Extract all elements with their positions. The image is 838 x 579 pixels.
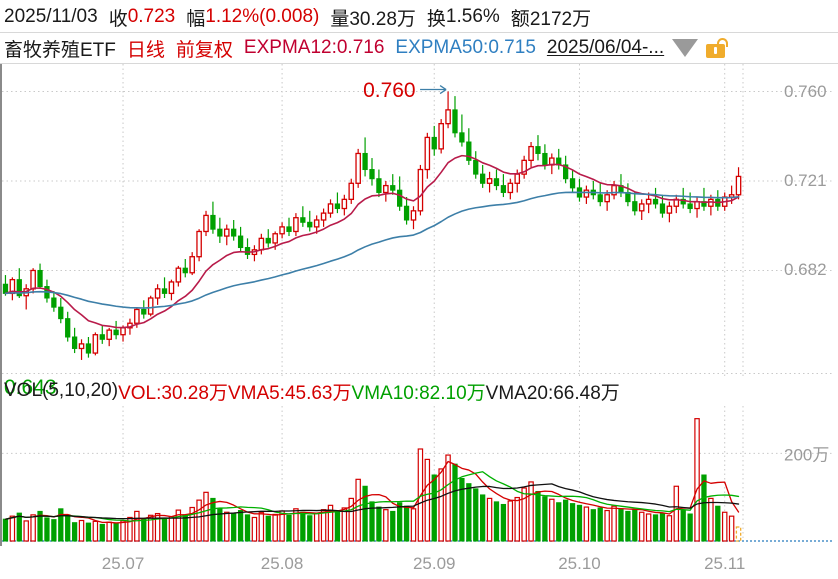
x-axis-tick: 25.09 xyxy=(412,554,456,573)
change-label: 幅 xyxy=(186,8,206,30)
left-axis-rail xyxy=(0,64,2,546)
high-annotation-label: 0.760 xyxy=(363,78,416,102)
amount-value: 2172万 xyxy=(529,8,592,30)
vma20-value: VMA20:66.48万 xyxy=(485,382,620,404)
close-value: 0.723 xyxy=(127,6,176,27)
volume-bars-svg xyxy=(2,406,832,542)
quote-date: 2025/11/03 xyxy=(4,6,98,27)
volume-label: 量 xyxy=(330,8,350,30)
amount-label: 额 xyxy=(510,8,530,30)
instrument-info-row: 畜牧养殖ETF 日线 前复权 EXPMA12:0.716 EXPMA50:0.7… xyxy=(0,33,838,63)
volume-value: 30.28万 xyxy=(349,8,416,30)
turnover-label: 换 xyxy=(426,8,446,30)
x-axis-tick: 25.07 xyxy=(101,554,145,573)
header-divider-1 xyxy=(0,32,838,33)
price-axis-tick: 0.760 xyxy=(784,81,827,101)
x-axis: 25.07 25.08 25.09 25.10 25.11 xyxy=(0,546,838,579)
symbol-name: 畜牧养殖ETF xyxy=(4,39,116,61)
date-range-selector[interactable]: 2025/06/04-... xyxy=(546,37,665,58)
close-label: 收 xyxy=(108,8,128,30)
change-value: 1.12%(0.008) xyxy=(205,6,320,27)
low-annotation-label: 0.643 xyxy=(4,375,57,399)
expma12-readout: EXPMA12:0.716 xyxy=(243,37,385,58)
volume-axis-tick: 200万 xyxy=(784,445,830,465)
vma10-value: VMA10:82.10万 xyxy=(351,382,486,404)
adjust-selector[interactable]: 前复权 xyxy=(175,39,233,61)
volume-indicator-header: VOL(5,10,20) VOL:30.28万 VMA5:45.63万 VMA1… xyxy=(0,378,838,404)
x-axis-tick: 25.11 xyxy=(704,554,746,573)
price-chart-pane[interactable] xyxy=(0,64,838,376)
vol-title[interactable]: VOL(5,10,20) xyxy=(4,380,119,401)
vol-value: VOL:30.28万 xyxy=(118,382,228,404)
chevron-down-icon[interactable] xyxy=(672,38,699,57)
unlocked-padlock-icon[interactable] xyxy=(706,37,729,58)
x-axis-tick: 25.08 xyxy=(260,554,304,573)
header-divider-2 xyxy=(0,63,838,64)
price-axis-tick: 0.721 xyxy=(784,171,827,190)
period-selector[interactable]: 日线 xyxy=(126,39,165,61)
vma5-value: VMA5:45.63万 xyxy=(227,382,352,404)
price-axis-tick: 0.682 xyxy=(784,260,827,280)
x-axis-tick: 25.10 xyxy=(558,554,601,573)
expma50-readout: EXPMA50:0.715 xyxy=(395,37,536,58)
quote-summary-row: 2025/11/03 收 0.723 幅 1.12%(0.008) 量 30.2… xyxy=(0,2,838,32)
price-candlestick-svg xyxy=(2,64,832,376)
turnover-value: 1.56% xyxy=(445,6,500,27)
volume-chart-pane[interactable] xyxy=(0,406,838,546)
